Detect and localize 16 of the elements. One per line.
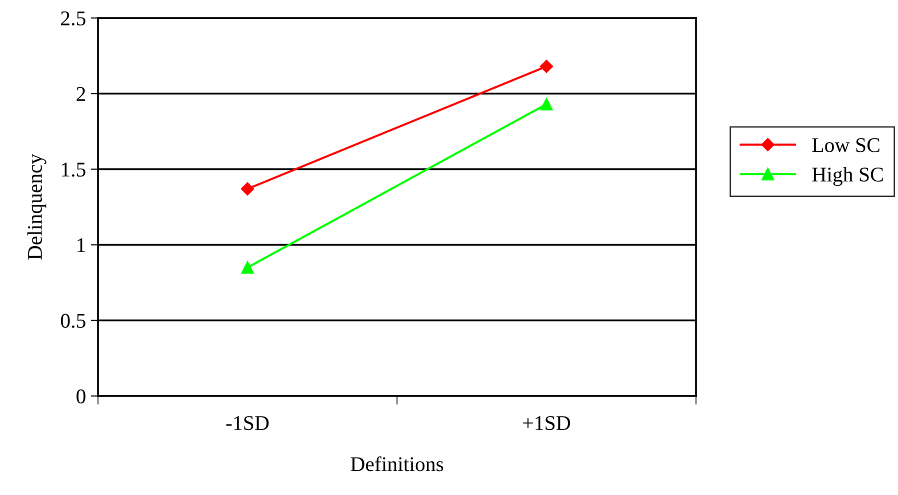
y-tick-label: 0 xyxy=(76,389,86,404)
x-tick-label: +1SD xyxy=(523,416,570,430)
point xyxy=(241,261,254,274)
point xyxy=(540,60,554,73)
y-tick-label: 1.5 xyxy=(62,162,86,177)
y-tick-label: 0.5 xyxy=(60,314,86,328)
point xyxy=(240,182,254,196)
y-tick-label: 2 xyxy=(76,87,86,101)
y-tick-label: 1 xyxy=(78,238,85,252)
y-axis-title: Delinquency xyxy=(27,154,46,260)
y-tick-label: 2.5 xyxy=(61,11,86,26)
legend-label: Low SC xyxy=(812,138,880,152)
legend-label: High SC xyxy=(812,166,883,186)
x-axis-title: Definitions xyxy=(350,456,444,472)
x-tick-label: -1SD xyxy=(226,416,269,430)
point xyxy=(540,98,553,110)
